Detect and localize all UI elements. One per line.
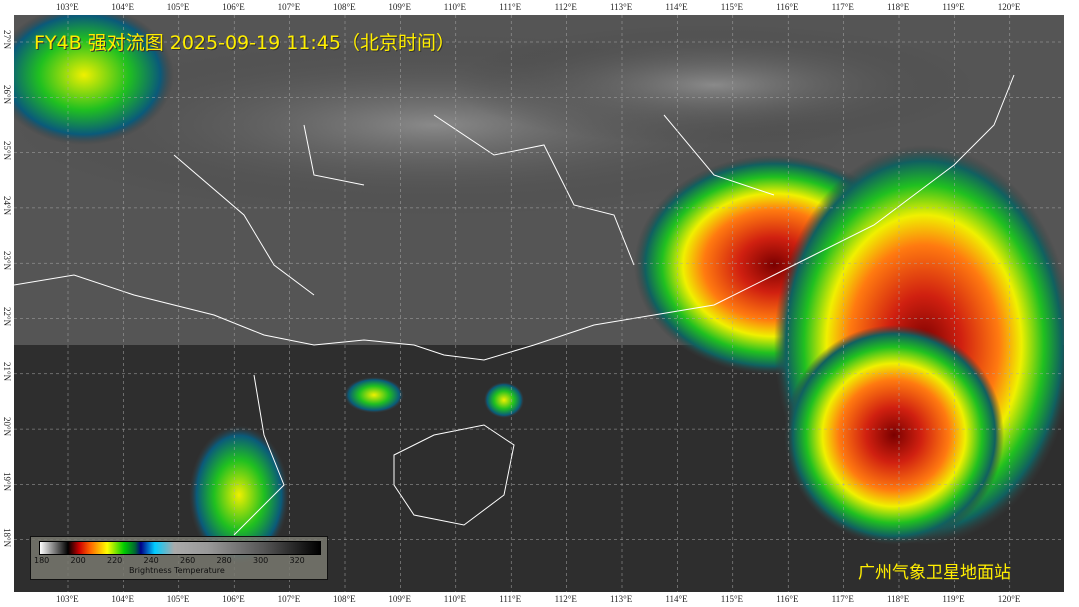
legend-tick: 180 [34, 556, 50, 565]
legend-tick: 300 [253, 556, 269, 565]
longitude-label: 118°E [887, 2, 910, 12]
longitude-label: 106°E [222, 2, 245, 12]
longitude-label: 111°E [499, 594, 522, 604]
station-label: 广州气象卫星地面站 [858, 563, 1011, 583]
latitude-label: 20°N [2, 417, 12, 437]
latitude-label: 22°N [2, 306, 12, 326]
legend-tick: 320 [289, 556, 305, 565]
longitude-label: 107°E [277, 2, 301, 12]
longitude-label: 117°E [831, 594, 854, 604]
longitude-label: 118°E [887, 594, 910, 604]
longitude-label: 114°E [665, 2, 688, 12]
latitude-label: 18°N [2, 527, 12, 547]
longitude-label: 119°E [942, 594, 965, 604]
coastline-borders [14, 74, 1015, 536]
longitude-label: 105°E [166, 2, 190, 12]
longitude-label: 104°E [111, 594, 134, 604]
longitude-label: 105°E [166, 594, 190, 604]
longitude-label: 107°E [277, 594, 301, 604]
colorbar-legend: 180 200 220 240 260 280 300 320 Brightness Temp… [30, 536, 328, 580]
longitude-label: 114°E [665, 594, 688, 604]
longitude-label: 119°E [942, 2, 965, 12]
latitude-label: 26°N [2, 85, 12, 105]
latitude-label: 23°N [2, 251, 12, 271]
latitude-label: 25°N [2, 140, 12, 160]
legend-tick: 240 [143, 556, 159, 565]
latitude-label: 21°N [2, 361, 12, 381]
longitude-label: 109°E [388, 2, 411, 12]
longitude-label: 103°E [56, 2, 79, 12]
longitude-label: 110°E [443, 2, 467, 12]
longitude-label: 108°E [333, 594, 356, 604]
satellite-imagery [14, 15, 1064, 592]
legend-tick: 200 [70, 556, 86, 565]
latitude-label: 27°N [2, 30, 12, 50]
longitude-label: 109°E [388, 594, 411, 604]
longitude-label: 116°E [776, 2, 799, 12]
legend-tick: 260 [180, 556, 196, 565]
longitude-label: 108°E [333, 2, 356, 12]
legend-title: Brightness Temperature [129, 566, 225, 575]
colorbar [39, 541, 321, 555]
longitude-label: 113°E [610, 594, 633, 604]
latitude-label: 19°N [2, 472, 12, 492]
longitude-label: 110°E [443, 594, 467, 604]
longitude-label: 111°E [499, 2, 522, 12]
latitude-label: 24°N [2, 195, 12, 215]
legend-tick: 280 [216, 556, 232, 565]
longitude-label: 104°E [111, 2, 134, 12]
graticule [14, 15, 1064, 592]
longitude-label: 106°E [222, 594, 245, 604]
longitude-label: 115°E [720, 594, 744, 604]
longitude-label: 103°E [56, 594, 79, 604]
longitude-label: 112°E [554, 594, 577, 604]
longitude-label: 120°E [997, 594, 1021, 604]
longitude-label: 113°E [610, 2, 633, 12]
longitude-label: 115°E [720, 2, 744, 12]
longitude-label: 116°E [776, 594, 799, 604]
satellite-map[interactable]: FY4B 强对流图 2025-09-19 11:45（北京时间） 广州气象卫星地… [14, 15, 1064, 592]
legend-tick: 220 [107, 556, 123, 565]
map-title: FY4B 强对流图 2025-09-19 11:45（北京时间） [34, 32, 455, 54]
longitude-label: 120°E [997, 2, 1021, 12]
longitude-label: 112°E [554, 2, 577, 12]
longitude-label: 117°E [831, 2, 854, 12]
